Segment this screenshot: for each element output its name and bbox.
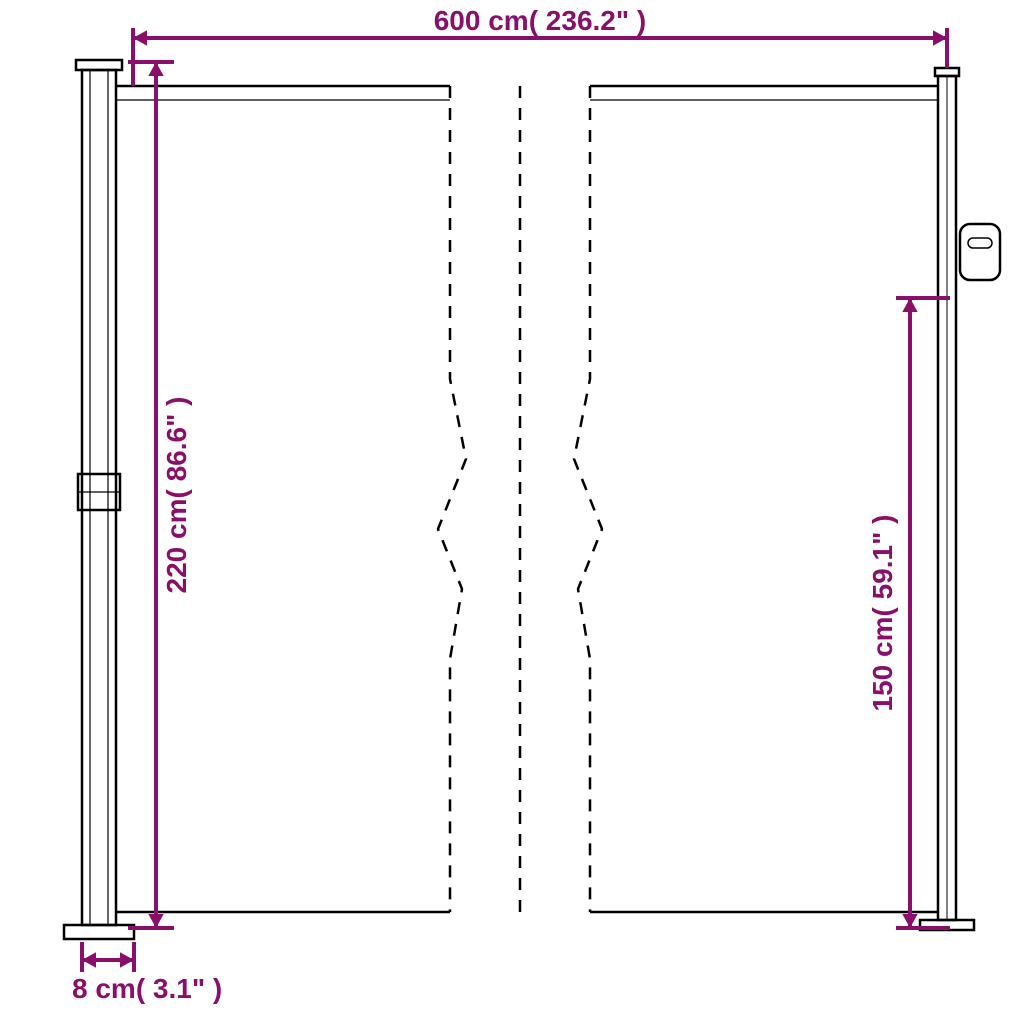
dim-label-depth: 8 cm( 3.1" ) [72,973,222,1004]
product-outline [64,60,1000,939]
handle [960,224,1000,280]
dim-label-width: 600 cm( 236.2" ) [434,5,647,36]
dim-label-height-post: 150 cm( 59.1" ) [867,515,898,712]
left-cassette [82,70,116,925]
dim-label-height-full: 220 cm( 86.6" ) [161,397,192,594]
dimension-annotations [82,28,950,972]
